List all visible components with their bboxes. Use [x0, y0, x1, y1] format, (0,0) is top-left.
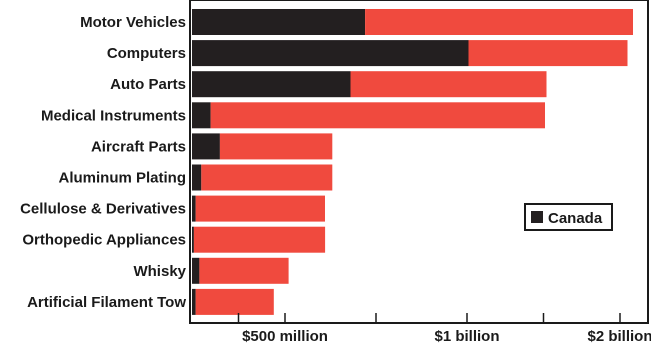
bar-aircraft-parts-segment-2 [219, 133, 333, 160]
bar-whisky-segment-2 [199, 257, 289, 284]
bar-computers-canada [192, 40, 469, 67]
bar-artificial-filament-tow-segment-2 [195, 288, 274, 315]
bar-cellulose-and-derivatives-segment-2 [195, 195, 325, 222]
bar-artificial-filament-tow-canada [192, 288, 196, 315]
category-label-aluminum-plating: Aluminum Plating [59, 170, 187, 187]
bar-medical-instruments-canada [192, 102, 211, 129]
bar-auto-parts-canada [192, 71, 351, 98]
category-label-motor-vehicles: Motor Vehicles [80, 14, 186, 31]
bar-whisky-canada [192, 257, 200, 284]
bar-motor-vehicles-canada [192, 9, 366, 35]
legend-label-canada: Canada [548, 210, 603, 227]
tick-label-500-million: $500 million [242, 328, 328, 345]
bar-aluminum-plating-segment-2 [201, 164, 333, 191]
tick-label-2-billion: $2 billion [587, 328, 651, 345]
bar-orthopedic-appliances-canada [192, 226, 194, 253]
legend-box [524, 203, 613, 231]
bar-motor-vehicles-segment-2 [365, 9, 633, 35]
bar-aircraft-parts-canada [192, 133, 220, 160]
bar-orthopedic-appliances-segment-2 [193, 226, 326, 253]
plot-frame [189, 0, 649, 324]
category-label-medical-instruments: Medical Instruments [41, 107, 186, 124]
category-label-artificial-filament-tow: Artificial Filament Tow [27, 294, 186, 311]
bar-aluminum-plating-canada [192, 164, 202, 191]
category-label-whisky: Whisky [133, 263, 186, 280]
bar-medical-instruments-segment-2 [210, 102, 545, 129]
bar-auto-parts-segment-2 [350, 71, 547, 98]
category-label-orthopedic-appliances: Orthopedic Appliances [22, 232, 186, 249]
bar-cellulose-and-derivatives-canada [192, 195, 196, 222]
plot-area: Motor Vehicles Computers Auto Parts Medical… [20, 9, 633, 322]
category-label-cellulose-and-derivatives: Cellulose & Derivatives [20, 201, 186, 218]
category-label-aircraft-parts: Aircraft Parts [91, 138, 186, 155]
legend: Canada [524, 203, 613, 231]
category-label-auto-parts: Auto Parts [110, 76, 186, 93]
category-label-computers: Computers [107, 45, 186, 62]
tick-label-1-billion: $1 billion [434, 328, 499, 345]
bar-computers-segment-2 [468, 40, 628, 67]
legend-swatch-canada [531, 211, 543, 223]
